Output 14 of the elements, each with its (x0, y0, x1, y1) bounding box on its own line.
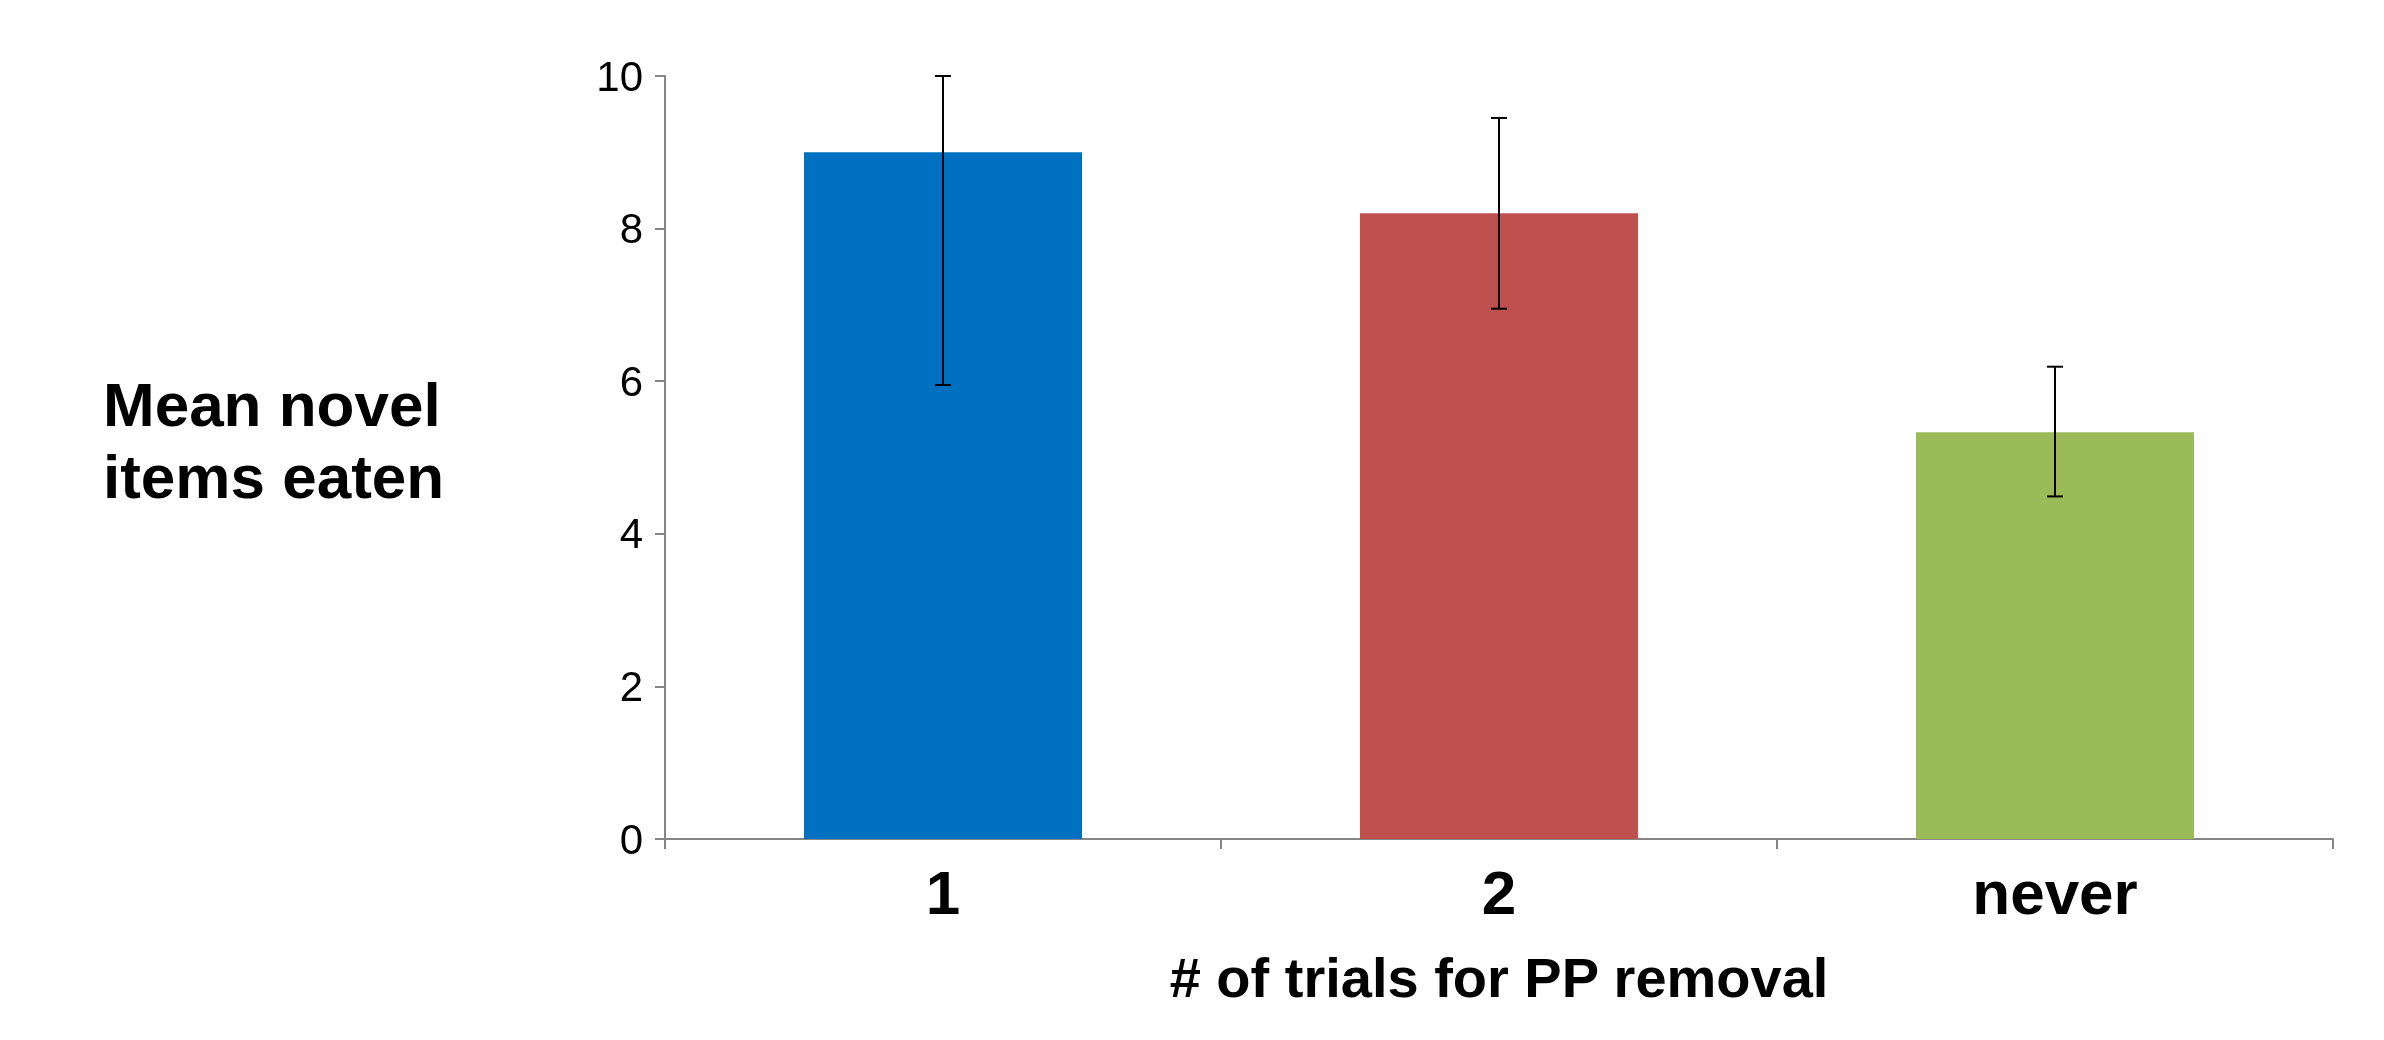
y-tick-label: 2 (619, 662, 643, 710)
bar (1360, 213, 1638, 839)
bar (804, 152, 1082, 839)
y-axis-title: Mean novel items eaten (103, 369, 458, 511)
x-tick-label: 1 (925, 857, 961, 927)
bar (1916, 432, 2194, 839)
x-tick-label: 2 (1481, 857, 1517, 927)
x-axis-title: # of trials for PP removal (1169, 945, 1829, 1009)
y-tick-label: 0 (619, 815, 643, 863)
y-tick-label: 4 (619, 510, 643, 558)
y-tick-label: 6 (619, 357, 643, 405)
y-tick-label: 10 (596, 52, 643, 100)
y-tick-label: 8 (619, 205, 643, 253)
x-tick-label: never (1972, 857, 2138, 927)
